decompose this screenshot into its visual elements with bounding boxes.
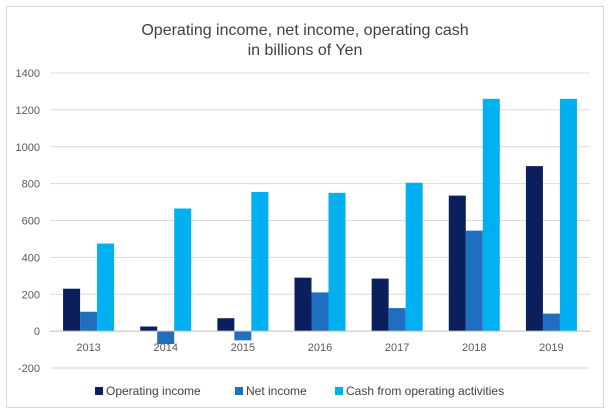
legend-label: Cash from operating activities bbox=[346, 384, 504, 398]
legend-swatch bbox=[95, 387, 103, 395]
legend-label: Operating income bbox=[106, 384, 201, 398]
x-tick-label: 2016 bbox=[308, 342, 332, 354]
y-tick-label: 1400 bbox=[16, 68, 40, 80]
bar bbox=[559, 98, 577, 332]
x-tick-label: 2015 bbox=[231, 342, 255, 354]
x-tick-label: 2013 bbox=[76, 342, 100, 354]
bar bbox=[328, 192, 346, 332]
x-tick-label: 2014 bbox=[153, 342, 177, 354]
chart-title: Operating income, net income, operating … bbox=[141, 22, 468, 39]
y-tick-label: 1000 bbox=[16, 142, 40, 154]
y-tick-label: -200 bbox=[18, 363, 40, 375]
x-tick-label: 2019 bbox=[539, 342, 563, 354]
legend-swatch bbox=[335, 387, 343, 395]
chart-subtitle: in billions of Yen bbox=[248, 42, 363, 59]
bar bbox=[525, 166, 543, 332]
bar bbox=[371, 278, 389, 332]
bar bbox=[97, 243, 115, 332]
bar bbox=[388, 308, 406, 332]
y-axis-ticks: -200 0 200 400 600 800 1000 1200 1400 bbox=[16, 68, 40, 375]
y-tick-label: 600 bbox=[22, 216, 40, 228]
bar bbox=[251, 191, 269, 332]
y-tick-label: 800 bbox=[22, 179, 40, 191]
bar bbox=[174, 208, 192, 332]
bar bbox=[63, 288, 81, 332]
bar bbox=[542, 313, 560, 332]
bar bbox=[140, 326, 158, 332]
bar bbox=[448, 195, 466, 332]
legend-label: Net income bbox=[246, 384, 307, 398]
bar bbox=[482, 98, 500, 332]
legend-swatch bbox=[235, 387, 243, 395]
legend: Operating income Net income Cash from oper… bbox=[95, 384, 504, 398]
x-tick-label: 2018 bbox=[462, 342, 486, 354]
bar bbox=[80, 311, 98, 332]
y-tick-label: 400 bbox=[22, 252, 40, 264]
y-tick-label: 1200 bbox=[16, 105, 40, 117]
y-tick-label: 200 bbox=[22, 289, 40, 301]
bar bbox=[217, 318, 235, 332]
bar bbox=[311, 292, 329, 332]
bar bbox=[465, 230, 483, 332]
bars bbox=[63, 98, 577, 345]
bar bbox=[405, 182, 423, 332]
y-tick-label: 0 bbox=[34, 326, 40, 338]
bar bbox=[157, 331, 175, 345]
x-tick-label: 2017 bbox=[385, 342, 409, 354]
bar bbox=[234, 331, 252, 341]
x-axis-ticks: 2013 2014 2015 2016 2017 2018 2019 bbox=[76, 342, 563, 354]
bar bbox=[294, 277, 312, 332]
gridlines bbox=[50, 72, 590, 369]
